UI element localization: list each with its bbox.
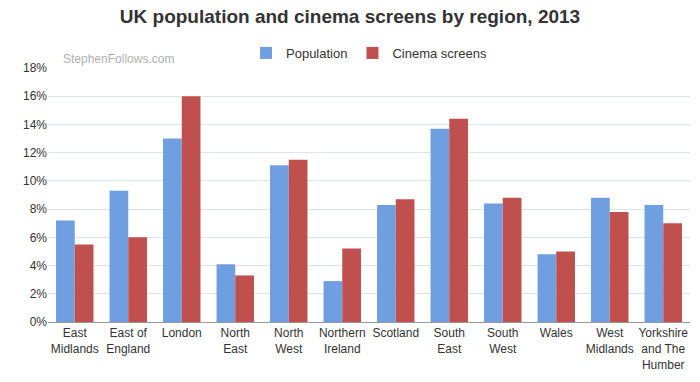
svg-text:Wales: Wales bbox=[540, 326, 573, 340]
svg-text:Scotland: Scotland bbox=[372, 326, 419, 340]
svg-text:SouthEast: SouthEast bbox=[434, 326, 465, 356]
svg-text:StephenFollows.com: StephenFollows.com bbox=[63, 52, 174, 66]
svg-text:14%: 14% bbox=[23, 118, 47, 132]
svg-text:12%: 12% bbox=[23, 146, 47, 160]
svg-text:London: London bbox=[162, 326, 202, 340]
svg-text:10%: 10% bbox=[23, 174, 47, 188]
svg-text:8%: 8% bbox=[30, 202, 48, 216]
svg-text:16%: 16% bbox=[23, 89, 47, 103]
svg-text:UK population and cinema scree: UK population and cinema screens by regi… bbox=[120, 6, 580, 27]
svg-text:6%: 6% bbox=[30, 231, 48, 245]
svg-text:Cinema screens: Cinema screens bbox=[392, 46, 486, 61]
svg-text:WestMidlands: WestMidlands bbox=[586, 326, 634, 356]
svg-text:Population: Population bbox=[286, 46, 347, 61]
svg-text:EastMidlands: EastMidlands bbox=[51, 326, 99, 356]
svg-text:4%: 4% bbox=[30, 259, 48, 273]
svg-text:NorthWest: NorthWest bbox=[274, 326, 303, 356]
svg-text:18%: 18% bbox=[23, 61, 47, 75]
svg-text:East ofEngland: East ofEngland bbox=[106, 326, 150, 356]
svg-text:Yorkshireand TheHumber: Yorkshireand TheHumber bbox=[638, 326, 688, 371]
svg-text:2%: 2% bbox=[30, 287, 48, 301]
svg-text:0%: 0% bbox=[30, 315, 48, 329]
svg-text:NorthernIreland: NorthernIreland bbox=[319, 326, 366, 356]
svg-text:SouthWest: SouthWest bbox=[487, 326, 518, 356]
svg-text:NorthEast: NorthEast bbox=[221, 326, 250, 356]
